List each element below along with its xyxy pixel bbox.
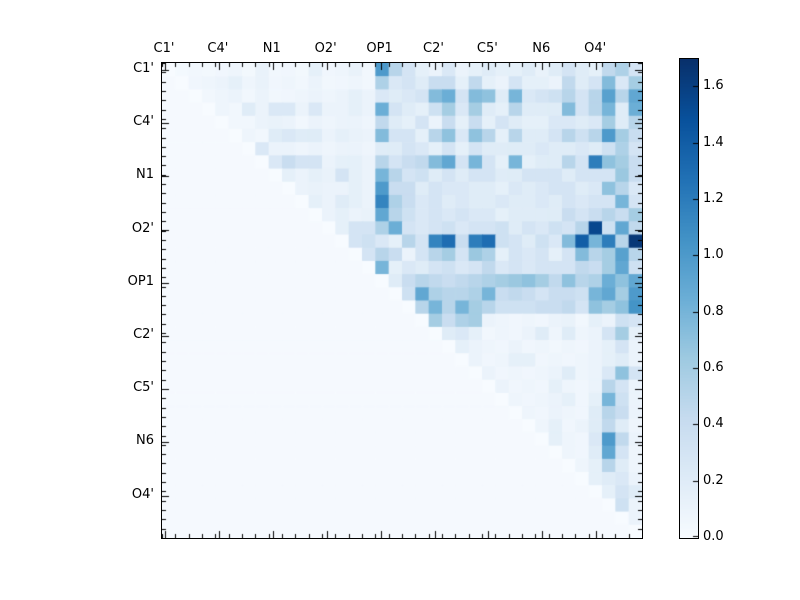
x-tick-label: O2' [314,41,337,56]
y-tick-label: C4' [133,114,154,130]
colorbar-tick-label: 0.4 [703,416,724,432]
y-tick-label: O4' [131,486,154,502]
x-tick-label: C2' [423,41,444,56]
x-tick-label: C4' [207,41,229,56]
x-tick-label: N6 [532,41,551,56]
colorbar-tick-label: 1.6 [703,78,724,94]
y-tick-label: OP1 [127,273,154,289]
y-tick-label: C5' [133,380,154,396]
y-tick-label: C2' [133,327,154,342]
y-tick-label: O2' [131,220,154,236]
colorbar [679,58,699,539]
x-tick-label: O4' [584,41,607,56]
x-tick-label: N1 [262,41,281,56]
y-tick-label: N6 [136,433,154,449]
colorbar-tick-label: 0.6 [703,359,724,375]
x-tick-label: OP1 [366,41,393,56]
y-tick-label: C1' [133,61,154,76]
x-tick-label: C1' [153,41,175,56]
heatmap-plot-area [161,62,643,539]
colorbar-tick-label: 0.2 [703,472,724,488]
x-tick-label: C5' [476,41,498,56]
colorbar-tick-label: 0.8 [703,303,724,319]
colorbar-tick-label: 1.0 [703,247,724,263]
heatmap-canvas [162,63,642,538]
colorbar-tick-label: 0.0 [703,529,724,544]
y-tick-label: N1 [136,167,154,183]
colorbar-gradient-canvas [680,59,698,538]
colorbar-tick-label: 1.4 [703,134,724,150]
colorbar-tick-label: 1.2 [703,190,724,206]
